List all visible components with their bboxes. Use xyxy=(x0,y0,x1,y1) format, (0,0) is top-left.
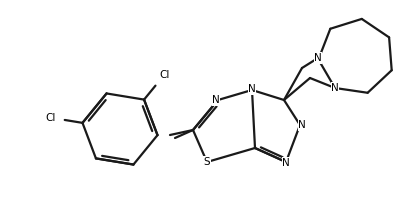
Text: N: N xyxy=(298,120,306,130)
Text: N: N xyxy=(248,84,256,94)
Text: Cl: Cl xyxy=(46,113,56,123)
Text: N: N xyxy=(331,83,339,93)
Text: N: N xyxy=(282,158,290,168)
Text: Cl: Cl xyxy=(159,70,170,80)
Text: N: N xyxy=(314,53,322,63)
Text: S: S xyxy=(204,157,210,167)
Text: N: N xyxy=(212,95,220,105)
